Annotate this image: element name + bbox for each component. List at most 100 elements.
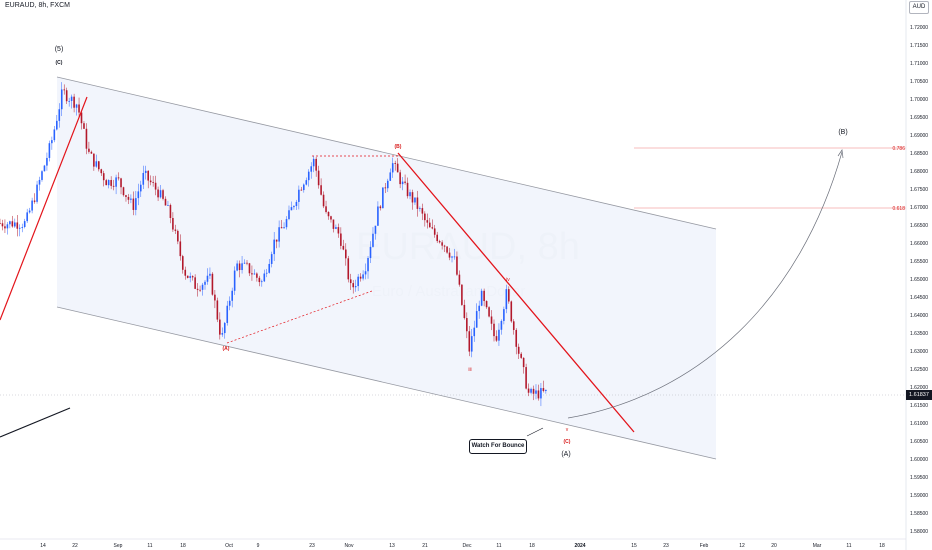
candle-body xyxy=(389,172,392,181)
x-tick-label: 2024 xyxy=(574,543,585,549)
candle-body xyxy=(401,181,404,185)
candle-body xyxy=(112,185,115,187)
candle-body xyxy=(337,227,340,234)
candle-body xyxy=(263,273,266,282)
candle-body xyxy=(43,165,46,172)
candle-body xyxy=(325,206,327,212)
candle-body xyxy=(189,276,191,278)
candle-body xyxy=(236,263,238,271)
candle-body xyxy=(451,256,453,258)
candle-body xyxy=(342,245,345,250)
candle-body xyxy=(88,148,90,152)
candle-body xyxy=(169,204,172,219)
candle-body xyxy=(510,301,513,322)
candle-body xyxy=(157,189,159,198)
candle-body xyxy=(517,346,520,354)
candle-body xyxy=(181,256,184,270)
candle-body xyxy=(473,327,476,337)
x-tick-label: Dec xyxy=(463,543,472,549)
x-tick-label: 20 xyxy=(771,543,777,549)
candle-body xyxy=(503,309,505,321)
callout-pointer xyxy=(526,427,544,437)
candle-body xyxy=(367,258,369,272)
candle-body xyxy=(359,276,362,279)
candle-body xyxy=(246,262,248,264)
candle-body xyxy=(475,311,478,328)
y-tick-label: 1.67000 xyxy=(910,205,928,211)
candle-body xyxy=(374,225,377,234)
candle-body xyxy=(498,329,500,341)
trend-line-black xyxy=(0,407,71,438)
candle-body xyxy=(115,177,117,187)
candle-body xyxy=(532,388,535,394)
candle-body xyxy=(466,318,468,332)
candle-body xyxy=(500,320,503,330)
candle-body xyxy=(83,123,85,129)
candle-body xyxy=(495,336,498,341)
wave-5-label: (5) xyxy=(55,46,64,53)
candle-body xyxy=(95,161,98,167)
trend-line-wave-c xyxy=(397,152,635,433)
candle-body xyxy=(312,158,315,167)
candle-body xyxy=(438,241,441,243)
candle-body xyxy=(443,245,446,247)
candle-body xyxy=(347,258,350,280)
candle-body xyxy=(226,305,229,323)
x-tick-label: 18 xyxy=(180,543,186,549)
candle-body xyxy=(391,163,394,173)
candle-body xyxy=(36,184,38,202)
y-tick-label: 1.67500 xyxy=(910,187,928,193)
candle-body xyxy=(162,190,164,199)
candle-body xyxy=(219,319,221,335)
candle-body xyxy=(322,194,325,207)
currency-button[interactable]: AUD xyxy=(909,1,929,14)
candle-body xyxy=(298,189,300,202)
candle-body xyxy=(233,270,236,291)
candle-body xyxy=(456,256,458,275)
candle-body xyxy=(184,269,187,276)
candle-body xyxy=(122,187,125,196)
x-tick-label: 21 xyxy=(422,543,428,549)
candle-body xyxy=(364,271,367,275)
candle-body xyxy=(1,223,4,227)
candle-body xyxy=(508,289,510,302)
candle-body xyxy=(16,222,19,229)
candle-body xyxy=(177,230,179,242)
candle-body xyxy=(446,246,448,253)
candle-body xyxy=(26,212,28,222)
candle-body xyxy=(206,275,209,282)
candle-body xyxy=(332,219,335,229)
candle-body xyxy=(159,190,162,198)
candle-body xyxy=(253,273,256,275)
candle-body xyxy=(320,185,322,195)
candle-body xyxy=(127,196,130,200)
candle-body xyxy=(505,289,508,310)
candle-body xyxy=(58,109,61,121)
candle-body xyxy=(275,239,278,242)
candle-body xyxy=(70,96,73,101)
candle-body xyxy=(478,305,480,312)
candle-body xyxy=(441,242,443,246)
x-tick-label: Oct xyxy=(225,543,233,549)
y-tick-label: 1.66500 xyxy=(910,223,928,229)
candle-body xyxy=(85,128,88,149)
x-tick-label: 18 xyxy=(879,543,885,549)
x-tick-label: 11 xyxy=(496,543,501,549)
candle-body xyxy=(256,273,258,278)
candle-body xyxy=(164,198,167,206)
candle-body xyxy=(461,284,463,305)
channel-lower-line xyxy=(56,306,717,460)
candle-body xyxy=(345,249,347,259)
candle-body xyxy=(4,226,6,229)
candle-body xyxy=(396,163,399,173)
candle-body xyxy=(307,171,310,181)
candle-body xyxy=(369,246,372,259)
candle-body xyxy=(535,390,537,394)
y-tick-label: 1.62000 xyxy=(910,385,928,391)
candle-body xyxy=(191,276,194,278)
candle-body xyxy=(527,388,530,393)
candle-body xyxy=(480,290,483,306)
candle-body xyxy=(194,277,196,289)
candle-body xyxy=(530,388,532,393)
